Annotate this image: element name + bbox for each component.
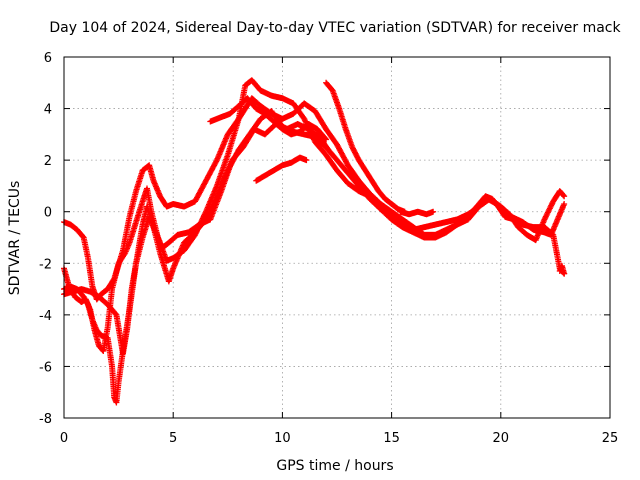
- x-axis-label: GPS time / hours: [276, 458, 393, 474]
- data-point: [303, 157, 310, 164]
- x-tick-label: 10: [274, 431, 291, 446]
- x-tick-label: 5: [169, 431, 177, 446]
- data-point: [79, 233, 86, 240]
- grid: [64, 57, 610, 418]
- data-point: [561, 193, 568, 200]
- chart-title: Day 104 of 2024, Sidereal Day-to-day VTE…: [49, 20, 621, 36]
- data-point: [430, 208, 437, 215]
- data-layer: [61, 77, 568, 406]
- y-tick-label: -4: [39, 309, 52, 324]
- y-tick-label: -8: [39, 412, 52, 427]
- data-point: [560, 192, 567, 199]
- x-tick-label: 25: [602, 431, 619, 446]
- series-track-5: [207, 95, 330, 143]
- series-track-8: [397, 208, 437, 218]
- data-point: [561, 200, 568, 207]
- series-track-7: [323, 79, 408, 215]
- data-point: [322, 135, 329, 142]
- data-point: [325, 146, 332, 153]
- data-point: [112, 310, 119, 317]
- series-track-4: [61, 121, 332, 357]
- y-axis-label: SDTVAR / TECUs: [7, 181, 23, 296]
- y-tick-label: -6: [39, 360, 52, 375]
- data-point: [561, 270, 568, 277]
- y-tick-label: 6: [44, 51, 52, 66]
- series-track-9: [556, 262, 568, 277]
- data-point: [213, 158, 220, 165]
- data-point: [323, 136, 330, 143]
- x-tick-label: 20: [493, 431, 510, 446]
- y-tick-label: -2: [39, 257, 52, 272]
- plot-frame: [63, 56, 611, 419]
- series-track-6: [253, 154, 310, 184]
- series-track-3: [61, 77, 568, 354]
- y-tick-label: 0: [44, 206, 52, 221]
- data-point: [324, 145, 331, 152]
- axis-ticks: 0 5 10 15 20 25 -8 -6 -4 -2 0 2 4 6: [39, 51, 618, 446]
- x-tick-label: 0: [60, 431, 68, 446]
- y-tick-label: 2: [44, 154, 52, 169]
- y-tick-label: 4: [44, 103, 52, 118]
- x-tick-label: 15: [383, 431, 400, 446]
